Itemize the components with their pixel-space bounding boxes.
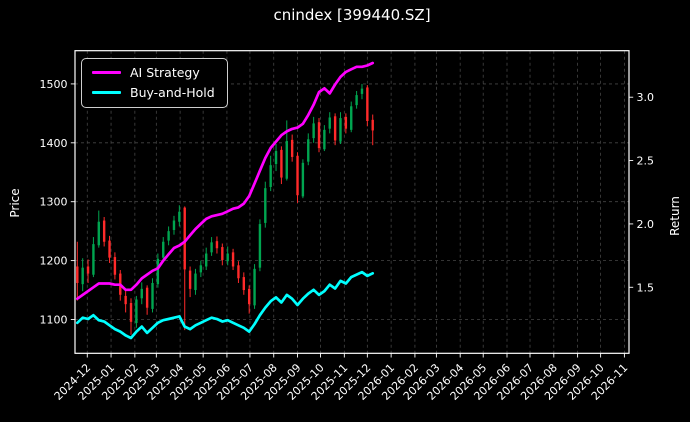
candle-body-up (285, 141, 288, 179)
candle-body-up (97, 221, 100, 246)
candle-body-up (269, 165, 272, 187)
candle-body-up (210, 242, 213, 253)
candle-body-down (215, 241, 219, 249)
legend: AI Strategy Buy-and-Hold (81, 58, 228, 108)
candle-body-up (172, 220, 176, 230)
candle-body-up (360, 88, 364, 94)
candle-body-up (156, 258, 160, 285)
candle-body-up (92, 244, 95, 275)
candles-layer (76, 83, 374, 335)
price-tick-label: 1500 (40, 78, 68, 91)
candle-body-down (333, 116, 337, 141)
candle-body-down (145, 287, 149, 308)
candle-body-down (102, 220, 106, 242)
buy-and-hold-line-swatch (92, 90, 121, 95)
legend-label-buy-and-hold: Buy-and-Hold (130, 85, 215, 100)
price-tick-label: 1400 (40, 137, 68, 150)
candle-body-up (178, 211, 181, 222)
candle-body-down (129, 303, 133, 322)
candle-body-up (328, 117, 331, 129)
candle-body-down (247, 288, 251, 305)
candle-body-up (323, 129, 326, 150)
legend-item-buy-and-hold: Buy-and-Hold (92, 86, 215, 99)
candle-body-up (264, 188, 267, 223)
return-axis-label: Return (668, 196, 682, 236)
candle-body-down (76, 266, 79, 283)
candle-body-up (135, 299, 138, 324)
candle-body-up (199, 265, 203, 273)
price-tick-label: 1200 (40, 255, 68, 268)
legend-label-ai-strategy: AI Strategy (130, 65, 200, 80)
candle-body-down (188, 270, 192, 289)
candle-body-down (296, 155, 299, 196)
candle-body-down (183, 207, 186, 270)
candle-body-up (355, 95, 358, 106)
legend-item-ai-strategy: AI Strategy (92, 66, 215, 79)
chart-title: cnindex [399440.SZ] (273, 6, 431, 24)
candle-body-up (205, 253, 208, 267)
candle-body-down (290, 139, 294, 157)
price-tick-label: 1100 (40, 313, 68, 326)
candle-body-up (350, 106, 353, 130)
candle-body-down (317, 122, 321, 149)
return-tick-label: 1.5 (637, 281, 655, 294)
candle-body-up (81, 267, 84, 285)
candle-body-down (280, 149, 283, 178)
candle-body-up (307, 139, 310, 162)
ai-strategy-line-swatch (92, 70, 121, 75)
candle-body-down (371, 119, 374, 131)
price-axis-label: Price (8, 188, 22, 218)
candle-body-down (108, 240, 111, 258)
candle-body-down (237, 265, 240, 279)
candle-body-down (124, 295, 127, 305)
candle-body-up (151, 282, 154, 309)
candle-body-up (226, 253, 229, 262)
candle-body-down (366, 87, 369, 122)
candle-body-up (301, 162, 305, 197)
candle-body-up (274, 151, 278, 165)
ai-strategy-line (75, 61, 375, 301)
candle-body-up (162, 241, 165, 258)
candle-body-down (86, 266, 90, 274)
candle-body-down (113, 257, 117, 275)
buy-and-hold-line (75, 270, 375, 340)
candle-body-up (258, 224, 262, 268)
return-tick-label: 2.5 (637, 155, 655, 168)
candle-body-up (194, 273, 197, 291)
candle-body-up (167, 231, 170, 241)
candle-body-up (140, 288, 143, 299)
candle-body-down (231, 252, 235, 267)
candle-body-up (339, 118, 342, 142)
return-tick-label: 3.0 (637, 91, 655, 104)
candle-body-down (221, 247, 224, 261)
candle-body-up (312, 123, 315, 139)
tick-marks (70, 83, 634, 358)
candle-body-down (344, 116, 348, 129)
return-tick-label: 2.0 (637, 218, 655, 231)
candle-body-up (253, 268, 256, 306)
price-tick-label: 1300 (40, 196, 68, 209)
candle-body-down (242, 277, 246, 291)
